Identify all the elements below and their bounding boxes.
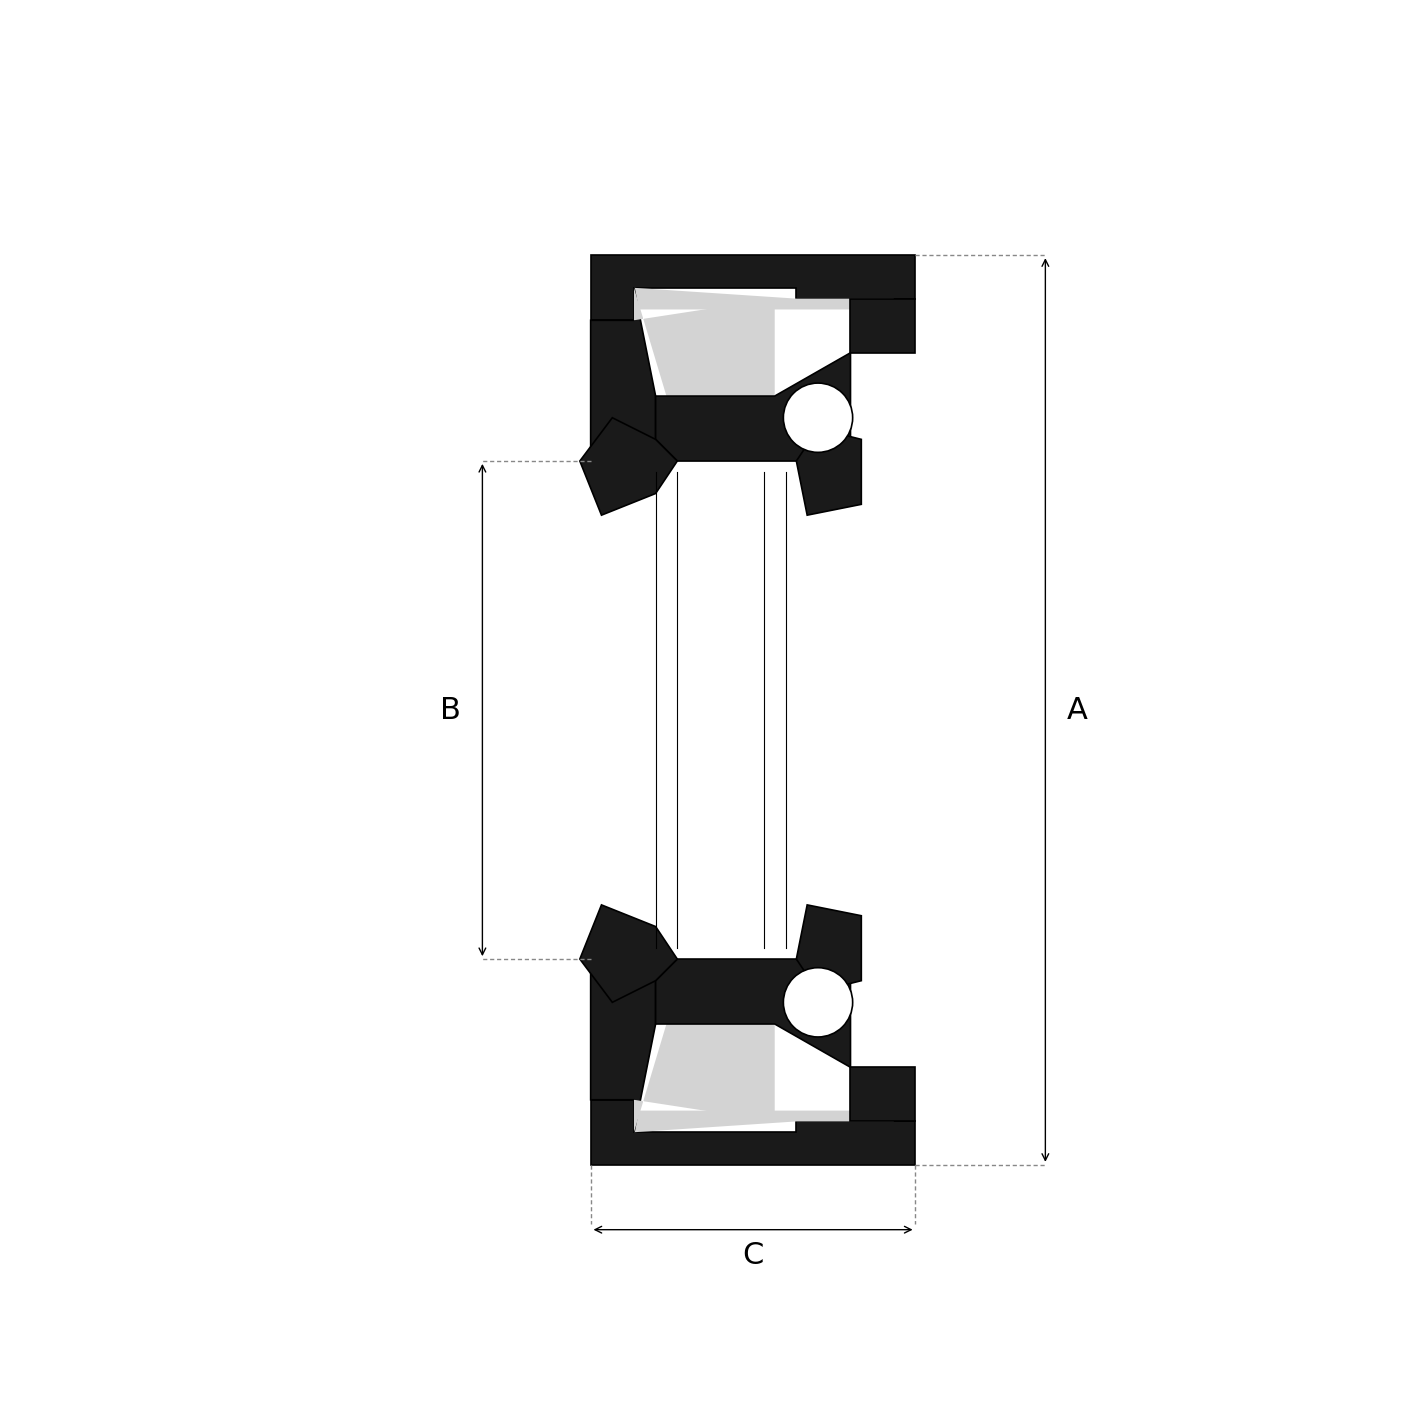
Circle shape [783,382,852,453]
Polygon shape [579,418,678,515]
Polygon shape [634,288,894,332]
Polygon shape [851,298,915,353]
Polygon shape [655,959,851,1067]
Polygon shape [634,288,775,396]
Polygon shape [591,970,655,1132]
Polygon shape [634,1088,894,1132]
Polygon shape [591,288,655,450]
Polygon shape [634,1024,775,1132]
Text: B: B [440,696,461,724]
Polygon shape [655,353,851,461]
Circle shape [783,967,852,1038]
Polygon shape [591,1099,915,1164]
Text: A: A [1067,696,1088,724]
Polygon shape [579,905,678,1002]
Text: C: C [742,1240,763,1270]
Polygon shape [796,905,862,991]
Polygon shape [851,1067,915,1122]
Polygon shape [591,256,915,321]
Polygon shape [796,429,862,515]
